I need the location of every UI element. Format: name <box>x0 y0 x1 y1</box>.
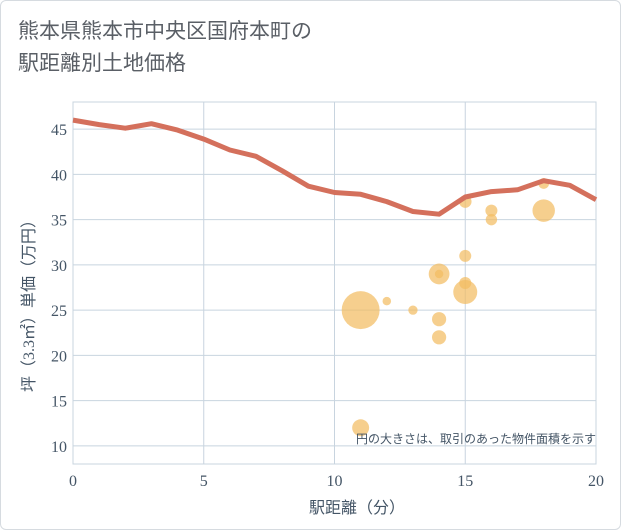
bubble-point <box>453 280 478 305</box>
x-tick-label: 5 <box>200 473 208 490</box>
average-line-series <box>72 117 598 217</box>
x-tick-label: 10 <box>327 473 343 490</box>
x-tick-label: 0 <box>69 473 77 490</box>
grid <box>72 101 597 465</box>
bubble-point <box>382 296 392 306</box>
bubble-size-note: 円の大きさは、取引のあった物件面積を示す <box>356 431 596 446</box>
bubble-series <box>341 178 555 437</box>
average-price-line <box>72 117 598 217</box>
bubble-point <box>432 330 447 345</box>
bubble-point <box>352 419 370 437</box>
y-tick-label: 10 <box>51 439 67 456</box>
x-tick-label: 15 <box>457 473 473 490</box>
bubble-point <box>532 199 555 222</box>
y-tick-label: 35 <box>51 213 67 230</box>
y-tick-label: 30 <box>51 258 67 275</box>
chart-title: 熊本県熊本市中央区国府本町の 駅距離別土地価格 <box>18 15 312 79</box>
bubble-point <box>341 291 380 330</box>
axes: 0 5 10 15 20 10 15 20 25 30 35 40 45 <box>51 122 604 490</box>
x-tick-label: 20 <box>588 473 604 490</box>
bubble-point <box>432 312 447 327</box>
y-tick-label: 40 <box>51 167 67 184</box>
x-axis-label: 駅距離（分） <box>309 499 405 517</box>
bubble-point <box>408 305 418 315</box>
y-tick-label: 20 <box>51 348 67 365</box>
bubble-point <box>485 204 498 217</box>
bubble-point <box>459 249 472 262</box>
y-tick-label: 45 <box>51 122 67 139</box>
y-tick-label: 25 <box>51 303 67 320</box>
chart-title-line2: 駅距離別土地価格 <box>18 51 186 75</box>
y-axis-label: 坪（3.3㎡）単価（万円） <box>20 212 38 392</box>
bubble-point <box>485 213 498 226</box>
y-tick-label: 15 <box>51 394 67 411</box>
chart-title-line1: 熊本県熊本市中央区国府本町の <box>18 19 312 43</box>
bubble-point <box>434 269 444 279</box>
